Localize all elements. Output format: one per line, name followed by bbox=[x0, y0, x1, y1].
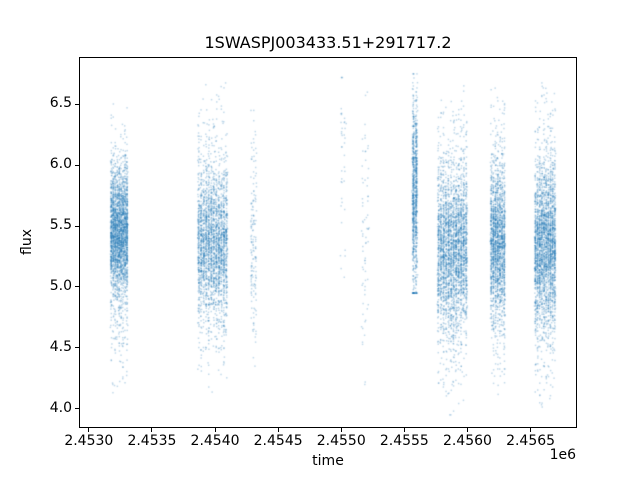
x-tick-mark bbox=[340, 428, 342, 432]
x-tick-mark bbox=[88, 428, 90, 432]
x-tick-mark bbox=[214, 428, 216, 432]
x-tick-label: 2.4530 bbox=[64, 433, 114, 449]
x-tick-mark bbox=[277, 428, 279, 432]
axis-offset-text: 1e6 bbox=[549, 447, 576, 463]
x-tick-label: 2.4540 bbox=[190, 433, 240, 449]
y-tick-mark bbox=[75, 225, 79, 227]
x-axis-label: time bbox=[312, 453, 344, 469]
x-tick-label: 2.4545 bbox=[253, 433, 303, 449]
x-tick-mark bbox=[151, 428, 153, 432]
y-tick-mark bbox=[75, 164, 79, 166]
y-tick-mark bbox=[75, 103, 79, 105]
x-tick-label: 2.4550 bbox=[316, 433, 366, 449]
y-tick-label: 6.0 bbox=[49, 156, 72, 173]
y-tick-label: 6.5 bbox=[49, 95, 72, 112]
y-tick-label: 4.5 bbox=[49, 338, 72, 355]
y-tick-mark bbox=[75, 347, 79, 349]
y-tick-label: 5.0 bbox=[49, 277, 72, 294]
x-tick-label: 2.4565 bbox=[506, 433, 556, 449]
y-tick-mark bbox=[75, 408, 79, 410]
x-tick-label: 2.4555 bbox=[379, 433, 429, 449]
x-tick-mark bbox=[530, 428, 532, 432]
y-tick-label: 4.0 bbox=[49, 399, 72, 416]
x-tick-label: 2.4535 bbox=[127, 433, 177, 449]
y-tick-mark bbox=[75, 286, 79, 288]
x-tick-label: 2.4560 bbox=[442, 433, 492, 449]
chart-title: 1SWASPJ003433.51+291717.2 bbox=[204, 33, 452, 52]
y-tick-label: 5.5 bbox=[49, 217, 72, 234]
plot-area bbox=[79, 57, 577, 428]
x-tick-mark bbox=[466, 428, 468, 432]
scatter-canvas bbox=[80, 58, 576, 427]
x-tick-mark bbox=[403, 428, 405, 432]
